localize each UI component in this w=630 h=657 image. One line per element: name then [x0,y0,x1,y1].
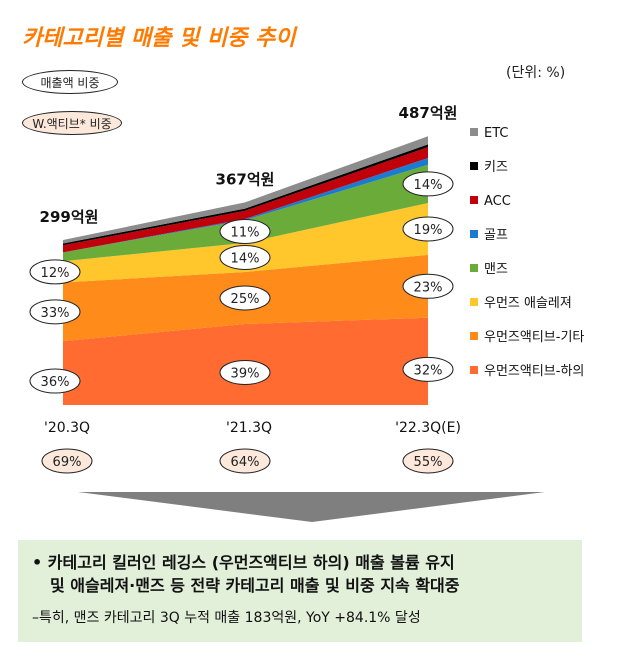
value-label: 33% [41,306,70,321]
summary-line-2: 및 애슬레져·맨즈 등 전략 카테고리 매출 및 비중 지속 확대중 [50,576,460,595]
legend-label: 우먼즈액티브-기타 [484,330,584,345]
value-label: 14% [414,178,443,193]
x-tick-label: '22.3Q(E) [395,420,461,436]
summary-line-1: • 카테고리 킬러인 레깅스 (우먼즈액티브 하의) 매출 볼륨 유지 [32,553,455,572]
w-share-pill [219,448,271,474]
w-share-label: 55% [414,455,443,470]
sales-share-pill: 매출액 비중 [22,70,118,94]
legend-swatch [470,298,478,306]
value-label: 19% [414,223,443,238]
x-tick-label: '20.3Q [44,420,90,436]
area-series-2 [63,203,428,283]
value-label-bg [29,299,81,325]
value-label: 39% [231,366,260,381]
value-label-bg [29,259,81,285]
value-label-bg [219,219,271,245]
value-label-bg [219,359,271,385]
legend-label: ETC [484,126,508,141]
total-label: 367억원 [216,170,275,188]
value-label-bg [29,368,81,394]
legend-swatch [470,264,478,272]
w-share-label: 69% [53,455,82,470]
value-label-bg [219,285,271,311]
legend-swatch [470,196,478,204]
legend-swatch [470,366,478,374]
value-label-bg [402,216,454,242]
area-series-5 [63,147,428,253]
x-tick-label: '21.3Q [226,420,272,436]
total-label: 487억원 [399,104,458,122]
w-share-label: 64% [231,455,260,470]
category-sales-chart: 36% 39% 32% 33% 25% 23% 12% 14% 19% 11% 14% 299억원 36… [29,104,584,522]
value-label: 12% [41,266,70,281]
value-label: 23% [414,280,443,295]
total-label: 299억원 [40,208,99,226]
summary-box: • 카테고리 킬러인 레깅스 (우먼즈액티브 하의) 매출 볼륨 유지 및 애슬… [18,540,582,642]
value-label-bg [219,244,271,270]
legend-label: 우먼즈 애슬레져 [484,296,572,311]
legend-swatch [470,332,478,340]
summary-subline: –특히, 맨즈 카테고리 3Q 누적 매출 183억원, YoY +84.1% … [32,610,421,626]
area-series-3 [63,164,428,262]
value-label: 32% [414,363,443,378]
legend-label: 우먼즈액티브-하의 [484,364,584,379]
w-share-pill [41,448,93,474]
legend-label: ACC [484,194,511,209]
value-label: 11% [231,226,260,241]
chart-title: 카테고리별 매출 및 비중 추이 [22,26,296,51]
w-share-pill [402,448,454,474]
down-arrow [78,492,545,522]
value-label-bg [402,273,454,299]
value-label-bg [402,171,454,197]
legend-swatch [470,128,478,136]
legend-label: 키즈 [484,160,508,175]
legend-label: 골프 [484,228,508,243]
w-active-share-pill: W.액티브* 비중 [22,111,122,135]
value-label-bg [402,356,454,382]
legend-swatch [470,162,478,170]
area-series-7 [63,136,428,244]
value-label: 36% [41,375,70,390]
value-label: 14% [231,251,260,266]
legend-swatch [470,230,478,238]
legend-label: 맨즈 [484,262,508,277]
unit-label: (단위: %) [506,65,566,81]
value-label: 25% [231,292,260,307]
